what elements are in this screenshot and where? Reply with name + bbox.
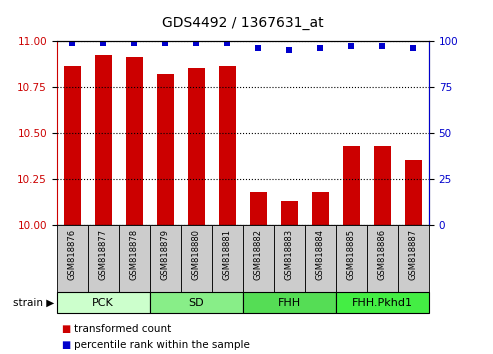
Bar	[57, 225, 88, 292]
Bar	[219, 67, 236, 225]
Bar	[336, 225, 367, 292]
Bar	[95, 56, 112, 225]
Text: ■: ■	[62, 340, 71, 350]
Text: GSM818881: GSM818881	[223, 229, 232, 280]
Text: GSM818876: GSM818876	[68, 229, 77, 280]
Bar	[126, 57, 143, 225]
Text: GSM818880: GSM818880	[192, 229, 201, 280]
Text: GSM818879: GSM818879	[161, 229, 170, 280]
Bar	[181, 225, 212, 292]
Text: GDS4492 / 1367631_at: GDS4492 / 1367631_at	[162, 16, 323, 30]
Text: ■: ■	[62, 324, 71, 334]
Bar	[336, 292, 429, 313]
Bar	[212, 225, 243, 292]
Text: GSM818885: GSM818885	[347, 229, 356, 280]
Bar	[281, 201, 298, 225]
Text: GSM818878: GSM818878	[130, 229, 139, 280]
Text: GSM818882: GSM818882	[254, 229, 263, 280]
Text: percentile rank within the sample: percentile rank within the sample	[74, 340, 250, 350]
Bar	[274, 225, 305, 292]
Bar	[305, 225, 336, 292]
Text: GSM818887: GSM818887	[409, 229, 418, 280]
Text: FHH: FHH	[278, 298, 301, 308]
Bar	[150, 292, 243, 313]
Bar	[405, 160, 422, 225]
Text: transformed count: transformed count	[74, 324, 171, 334]
Bar	[157, 74, 174, 225]
Bar	[398, 225, 429, 292]
Bar	[243, 225, 274, 292]
Text: GSM818883: GSM818883	[285, 229, 294, 280]
Bar	[374, 145, 391, 225]
Bar	[88, 225, 119, 292]
Text: SD: SD	[188, 298, 204, 308]
Text: PCK: PCK	[92, 298, 114, 308]
Bar	[343, 145, 360, 225]
Text: GSM818877: GSM818877	[99, 229, 108, 280]
Bar	[367, 225, 398, 292]
Text: strain ▶: strain ▶	[13, 298, 54, 308]
Bar	[119, 225, 150, 292]
Bar	[64, 67, 81, 225]
Bar	[243, 292, 336, 313]
Bar	[150, 225, 181, 292]
Bar	[250, 192, 267, 225]
Text: GSM818884: GSM818884	[316, 229, 325, 280]
Text: GSM818886: GSM818886	[378, 229, 387, 280]
Bar	[312, 192, 329, 225]
Bar	[188, 68, 205, 225]
Text: FHH.Pkhd1: FHH.Pkhd1	[352, 298, 413, 308]
Bar	[57, 292, 150, 313]
